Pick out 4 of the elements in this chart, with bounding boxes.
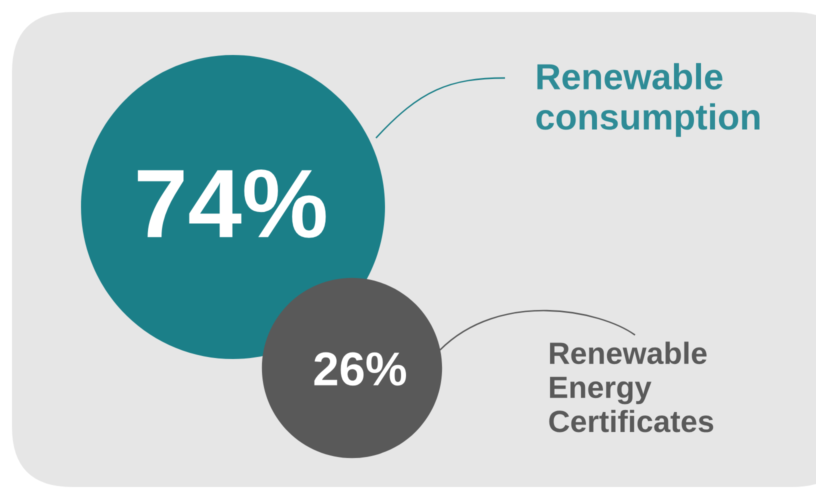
data-label: 26% — [314, 352, 406, 386]
data-label: 74% — [138, 169, 326, 238]
category-label: Renewable consumption — [536, 63, 760, 137]
category-label: Renewable Energy Certificates — [549, 342, 714, 432]
